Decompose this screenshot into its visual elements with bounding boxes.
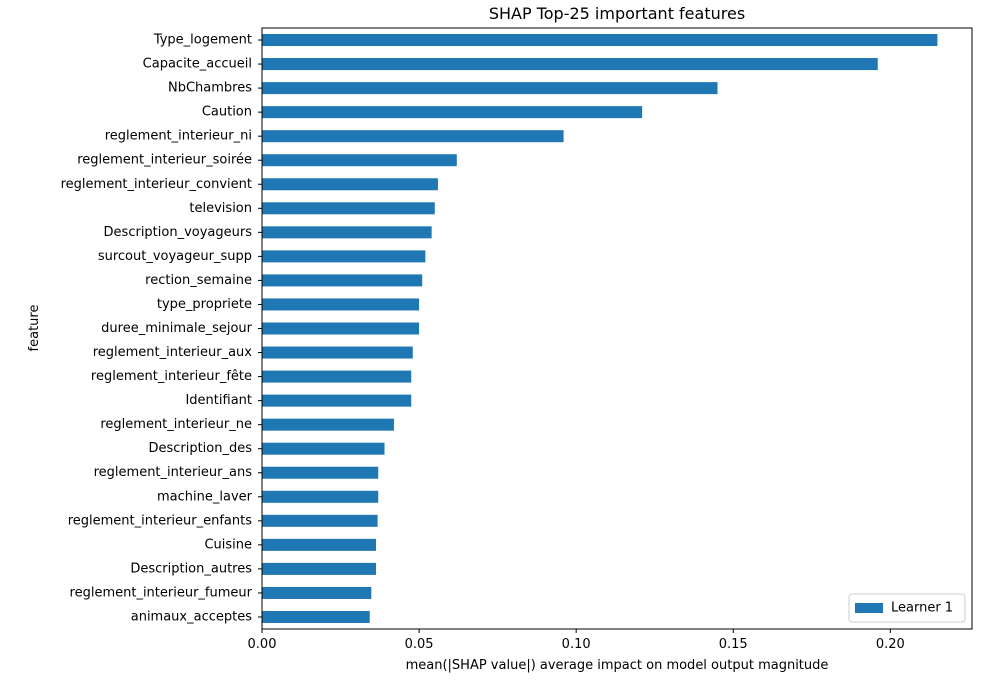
- bar-Capacite_accueil: [262, 58, 878, 71]
- y-axis-ticks: Type_logement Capacite_accueil NbChambres C…: [61, 33, 262, 624]
- y-tick-label: Type_logement: [153, 33, 252, 48]
- y-tick-label: reglement_interieur_convient: [61, 177, 252, 192]
- bar-reglement_interieur_ni: [262, 130, 564, 143]
- bar-television: [262, 202, 435, 215]
- y-tick-label: Description_des: [148, 441, 252, 456]
- bar-Description_des: [262, 442, 385, 455]
- bar-NbChambres: [262, 82, 718, 95]
- bar-Caution: [262, 106, 643, 119]
- bar-Description_voyageurs: [262, 226, 432, 239]
- bar-animaux_acceptes: [262, 610, 370, 623]
- y-tick-label: reglement_interieur_aux: [93, 345, 253, 360]
- y-tick-label: Description_autres: [130, 561, 252, 576]
- bar-reglement_interieur_ans: [262, 466, 379, 479]
- y-axis-label: feature: [27, 305, 42, 352]
- legend: Learner 1: [848, 593, 966, 623]
- bar-surcout_voyageur_supp: [262, 250, 426, 263]
- y-tick-label: reglement_interieur_soirée: [77, 153, 252, 168]
- y-tick-label: Description_voyageurs: [104, 225, 253, 240]
- y-tick-label: machine_laver: [157, 489, 253, 504]
- y-tick-label: reglement_interieur_ans: [94, 465, 253, 480]
- legend-box: [848, 593, 966, 623]
- y-tick-label: reglement_interieur_enfants: [68, 513, 253, 528]
- legend-swatch: [855, 603, 883, 613]
- x-axis-label: mean(|SHAP value|) average impact on mod…: [406, 658, 829, 673]
- bar-rection_semaine: [262, 274, 423, 287]
- y-tick-label: Capacite_accueil: [143, 57, 252, 72]
- chart-title: SHAP Top-25 important features: [489, 4, 745, 23]
- bar-type_propriete: [262, 298, 420, 311]
- bar-machine_laver: [262, 490, 379, 503]
- x-tick-label: 0.00: [248, 637, 277, 652]
- bar-Description_autres: [262, 562, 377, 575]
- y-tick-label: rection_semaine: [145, 273, 252, 288]
- x-axis-ticks: 0.00 0.05 0.10 0.15 0.20: [248, 629, 905, 652]
- y-tick-label: surcout_voyageur_supp: [98, 249, 252, 264]
- y-tick-label: animaux_acceptes: [131, 609, 252, 624]
- bar-reglement_interieur_convient: [262, 178, 438, 191]
- y-tick-label: Identifiant: [185, 393, 252, 408]
- bar-reglement_interieur_enfants: [262, 514, 378, 527]
- y-tick-label: reglement_interieur_fête: [91, 369, 252, 384]
- y-tick-label: reglement_interieur_ne: [100, 417, 252, 432]
- x-tick-label: 0.10: [562, 637, 591, 652]
- legend-label: Learner 1: [891, 601, 953, 616]
- bar-reglement_interieur_fête: [262, 370, 412, 383]
- x-tick-label: 0.15: [719, 637, 748, 652]
- bar-reglement_interieur_fumeur: [262, 586, 372, 599]
- y-tick-label: reglement_interieur_ni: [105, 129, 252, 144]
- y-tick-label: Cuisine: [204, 537, 252, 552]
- y-tick-label: reglement_interieur_fumeur: [70, 585, 253, 600]
- bars-group: [262, 34, 938, 623]
- y-tick-label: duree_minimale_sejour: [101, 321, 252, 336]
- bar-duree_minimale_sejour: [262, 322, 420, 335]
- bar-Identifiant: [262, 394, 412, 407]
- bar-reglement_interieur_soirée: [262, 154, 457, 167]
- y-tick-label: type_propriete: [157, 297, 252, 312]
- x-tick-label: 0.05: [405, 637, 434, 652]
- bar-Type_logement: [262, 34, 938, 47]
- bar-reglement_interieur_ne: [262, 418, 394, 431]
- y-tick-label: NbChambres: [168, 81, 252, 96]
- x-tick-label: 0.20: [876, 637, 905, 652]
- plot-frame: [261, 27, 973, 630]
- bar-reglement_interieur_aux: [262, 346, 413, 359]
- bar-Cuisine: [262, 538, 377, 551]
- y-tick-label: Caution: [202, 105, 252, 120]
- y-tick-label: television: [189, 201, 252, 216]
